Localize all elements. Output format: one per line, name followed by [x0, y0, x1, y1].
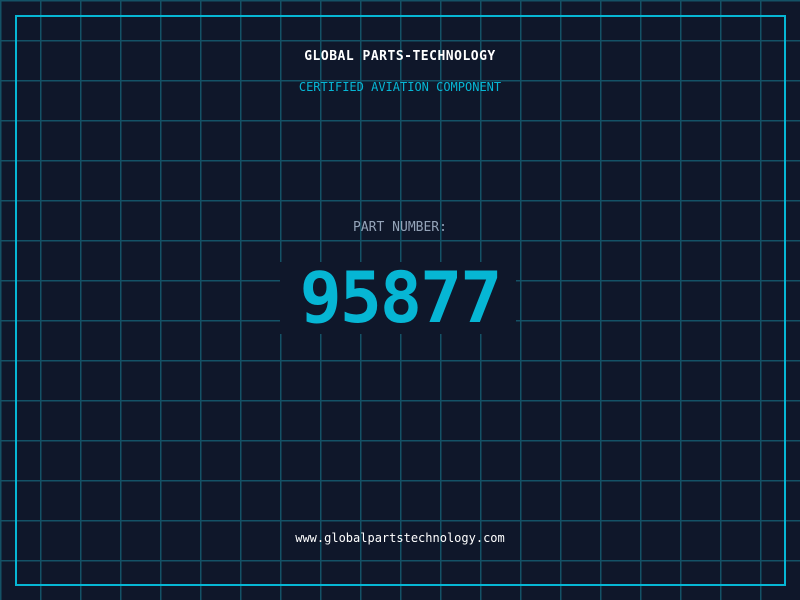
border-frame: [15, 15, 786, 586]
subtitle: CERTIFIED AVIATION COMPONENT: [298, 80, 502, 94]
website-url: www.globalpartstechnology.com: [295, 531, 505, 545]
part-number-backdrop: [280, 262, 516, 334]
part-number-label: PART NUMBER:: [353, 220, 447, 235]
part-number-value: 95877: [299, 257, 503, 339]
brand-title: GLOBAL PARTS-TECHNOLOGY: [304, 49, 496, 64]
